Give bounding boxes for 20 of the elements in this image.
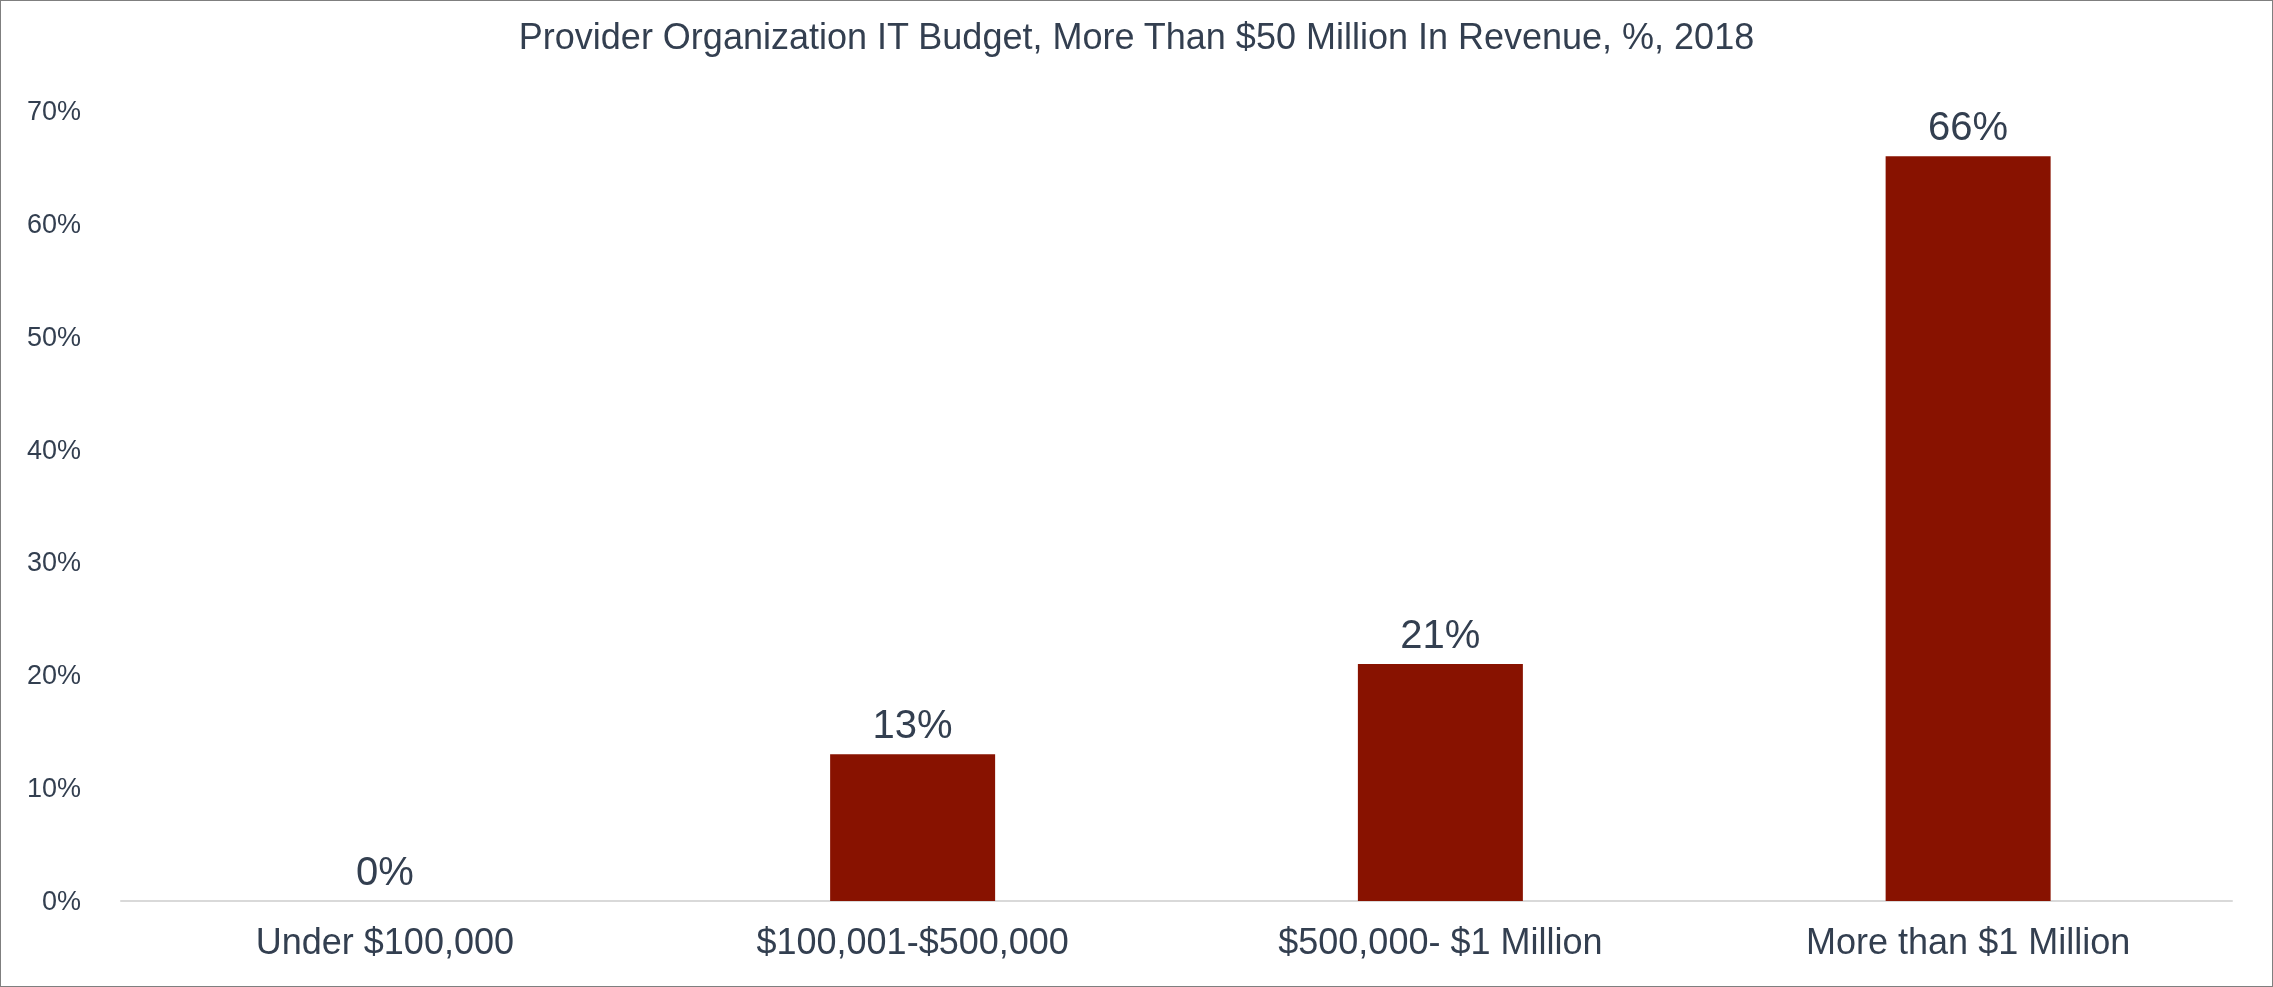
data-label: 21% bbox=[1400, 612, 1481, 656]
y-tick-label: 40% bbox=[26, 434, 81, 465]
y-tick-label: 30% bbox=[26, 547, 81, 578]
y-tick-label: 0% bbox=[41, 886, 81, 916]
data-label: 13% bbox=[872, 702, 953, 747]
data-label: 66% bbox=[1928, 104, 2009, 149]
bar bbox=[1885, 156, 2051, 901]
bar bbox=[830, 754, 996, 901]
x-tick-label: $100,001-$500,000 bbox=[756, 920, 1069, 962]
y-tick-label: 20% bbox=[26, 660, 81, 691]
x-tick-label: $500,000- $1 Million bbox=[1278, 920, 1603, 962]
bar bbox=[1357, 664, 1523, 901]
x-tick-label: More than $1 Million bbox=[1806, 920, 2131, 962]
chart-title: Provider Organization IT Budget, More Than $50 Million In Revenue, %, 2018 bbox=[518, 15, 1755, 57]
x-tick-label: Under $100,000 bbox=[255, 920, 514, 962]
data-label: 0% bbox=[355, 849, 414, 893]
y-tick-label: 60% bbox=[26, 208, 81, 239]
y-tick-label: 10% bbox=[26, 773, 81, 804]
y-tick-label: 50% bbox=[26, 321, 81, 352]
y-tick-label: 70% bbox=[26, 96, 81, 126]
